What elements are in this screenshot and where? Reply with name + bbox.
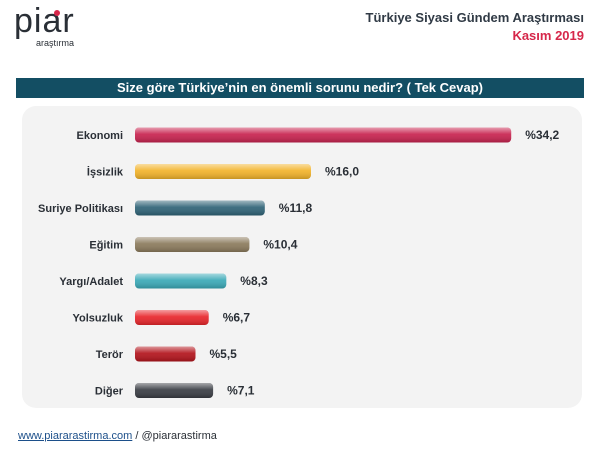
logo-wordmark: piar — [14, 2, 75, 40]
logo-dot-icon — [54, 10, 60, 16]
value-label: %7,1 — [227, 384, 255, 398]
logo-subtext: araştırma — [36, 38, 75, 48]
value-label: %8,3 — [240, 274, 268, 288]
bar-gloss — [135, 164, 311, 179]
category-label: Diğer — [95, 386, 124, 398]
chart-panel — [22, 106, 582, 408]
value-label: %34,2 — [525, 128, 559, 142]
footer-separator: / — [135, 430, 139, 442]
bar-gloss — [135, 383, 214, 398]
website-link[interactable]: www.piararastirma.com — [18, 430, 133, 442]
question-banner: Size göre Türkiye’nin en önemli sorunu n… — [16, 78, 584, 98]
category-label: Yargı/Adalet — [59, 276, 123, 288]
bar-gloss — [135, 237, 250, 252]
category-label: Suriye Politikası — [38, 203, 123, 215]
report-title: Türkiye Siyasi Gündem Araştırması — [365, 10, 584, 25]
piar-logo: piar araştırma — [14, 2, 94, 50]
value-label: %10,4 — [263, 238, 297, 252]
footer: www.piararastirma.com / @piararastirma — [18, 430, 217, 442]
value-label: %6,7 — [223, 311, 251, 325]
category-label: İşsizlik — [87, 166, 124, 179]
value-label: %5,5 — [210, 347, 238, 361]
category-label: Eğitim — [89, 240, 123, 252]
value-label: %16,0 — [325, 165, 359, 179]
bar-chart: Ekonomi %34,2 İşsizlik %16,0 Suriye Politika… — [38, 127, 560, 398]
report-date: Kasım 2019 — [512, 28, 584, 43]
category-label: Ekonomi — [77, 130, 123, 142]
bar-gloss — [135, 273, 227, 289]
category-label: Terör — [96, 349, 124, 361]
bar-gloss — [135, 346, 196, 362]
value-label: %11,8 — [279, 201, 313, 215]
bar-gloss — [135, 310, 209, 325]
bar-gloss — [135, 200, 265, 216]
bar-gloss — [135, 127, 512, 143]
social-handle: @piararastirma — [141, 430, 217, 442]
category-label: Yolsuzluk — [72, 313, 123, 325]
